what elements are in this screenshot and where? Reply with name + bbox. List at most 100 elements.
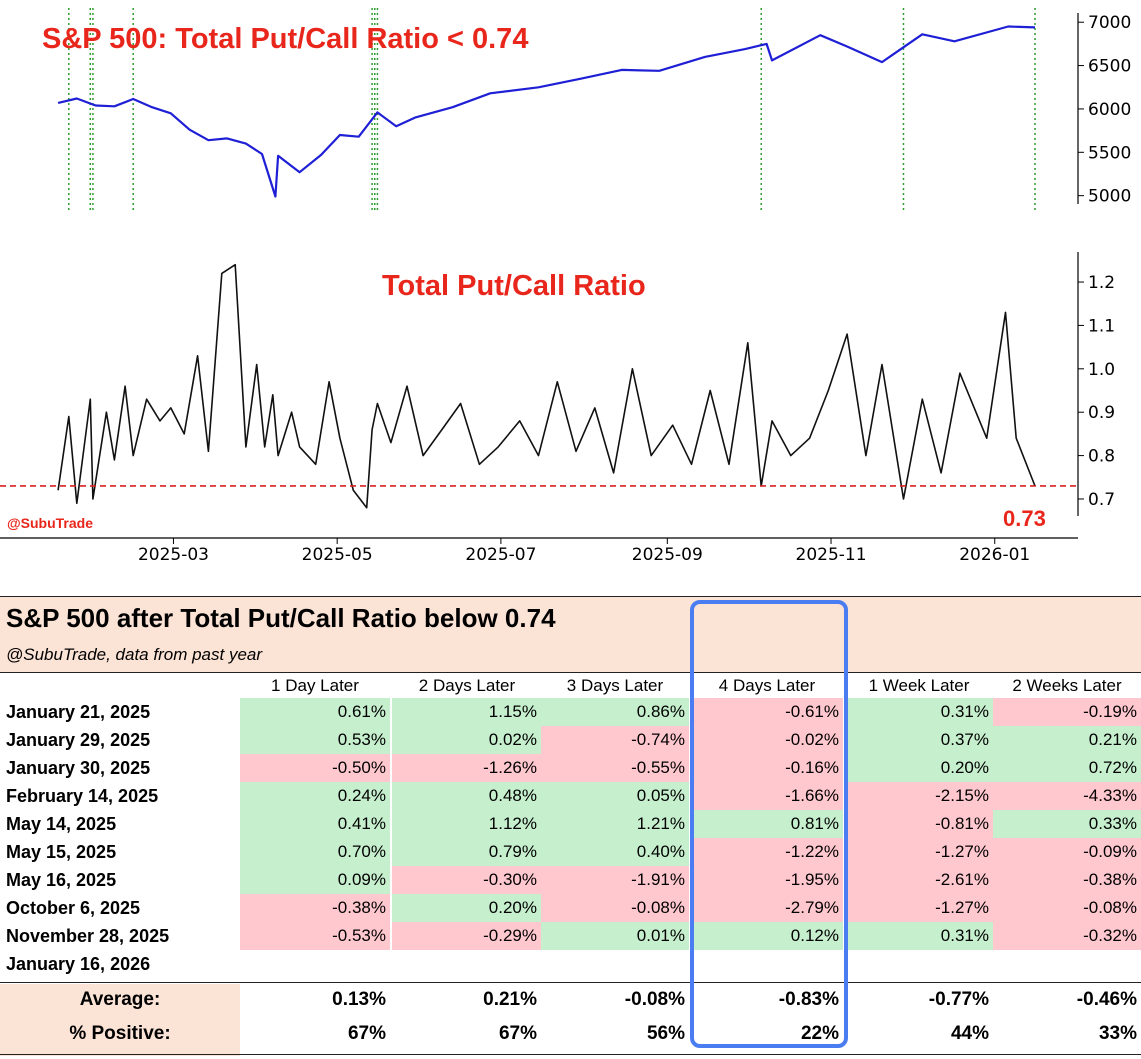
table-cell: 0.48%	[392, 782, 541, 810]
table-cell: -0.81%	[845, 810, 993, 838]
watermark: @SubuTrade	[7, 515, 93, 531]
table-cell: -0.74%	[541, 726, 689, 754]
table-cell: 1.15%	[392, 698, 541, 726]
positive-cell: 33%	[1098, 1023, 1137, 1044]
table-cell: 0.05%	[541, 782, 689, 810]
table-cell: 0.01%	[541, 922, 689, 950]
bottom-border	[0, 1054, 1141, 1055]
table-cell: -0.08%	[993, 894, 1141, 922]
average-cell: -0.08%	[624, 989, 685, 1010]
table-cell	[845, 950, 993, 978]
table-cell: 0.86%	[541, 698, 689, 726]
table-cell	[541, 950, 689, 978]
table-header: S&P 500 after Total Put/Call Ratio below…	[0, 596, 1141, 673]
table-cell: -2.79%	[691, 894, 843, 922]
table-cell: -0.19%	[993, 698, 1141, 726]
table-cell: 0.37%	[845, 726, 993, 754]
col-1-day: 1 Day Later	[271, 676, 359, 695]
y-tick-label: 6500	[1088, 57, 1131, 77]
results-table: S&P 500 after Total Put/Call Ratio below…	[0, 596, 1141, 1059]
table-cell: -0.38%	[993, 866, 1141, 894]
y-tick-label: 1.2	[1088, 273, 1115, 293]
table-cell: -0.02%	[691, 726, 843, 754]
table-cell: -0.55%	[541, 754, 689, 782]
table-cell: 1.12%	[392, 810, 541, 838]
y-tick-label: 6000	[1088, 100, 1131, 120]
table-cell: 0.72%	[993, 754, 1141, 782]
table-cell: -0.50%	[240, 754, 390, 782]
table-cell: 0.12%	[691, 922, 843, 950]
average-cell: -0.77%	[928, 989, 989, 1010]
table-title: S&P 500 after Total Put/Call Ratio below…	[6, 603, 556, 633]
x-tick-label: 2025-09	[632, 545, 703, 565]
col-4-days: 4 Days Later	[718, 676, 816, 695]
row-date: January 29, 2025	[6, 730, 151, 750]
put-call-ratio-chart: 0.7 0.8 0.9 1.0 1.1 1.2 2025-03 2025-05 2025-07 2…	[0, 252, 1115, 565]
table-cell: 0.79%	[392, 838, 541, 866]
row-date: May 15, 2025	[6, 842, 117, 862]
table-cell: -2.15%	[845, 782, 993, 810]
table-cell: 0.20%	[392, 894, 541, 922]
table-cell: -4.33%	[993, 782, 1141, 810]
x-tick-label: 2025-07	[465, 545, 536, 565]
table-cell: -1.27%	[845, 838, 993, 866]
table-cell: -1.22%	[691, 838, 843, 866]
table-cell: 0.41%	[240, 810, 390, 838]
col-1-week: 1 Week Later	[868, 676, 970, 695]
series-line	[57, 25, 1036, 198]
sp500-chart-title: S&P 500: Total Put/Call Ratio < 0.74	[42, 23, 528, 55]
positive-cell: 56%	[646, 1023, 685, 1044]
average-cell: 0.13%	[332, 989, 386, 1010]
table-cell	[993, 950, 1141, 978]
y-tick-label: 1.1	[1088, 316, 1115, 336]
x-tick-label: 2025-03	[138, 545, 209, 565]
y-tick-label: 0.9	[1088, 403, 1115, 423]
table-cell	[392, 950, 541, 978]
table-cell: 0.31%	[845, 922, 993, 950]
table-cell: 0.02%	[392, 726, 541, 754]
y-tick-label: 0.7	[1088, 490, 1115, 510]
threshold-label: 0.73	[1003, 506, 1046, 531]
col-2-weeks: 2 Weeks Later	[1012, 676, 1122, 695]
charts-figure: 5000 5500 6000 6500 7000 0.7 0.8 0.9 1.0 1.1 1.2 2…	[0, 8, 1131, 565]
table-cell: 1.21%	[541, 810, 689, 838]
table-cell: 0.81%	[691, 810, 843, 838]
table-cell: 0.09%	[240, 866, 390, 894]
table-cell: 0.61%	[240, 698, 390, 726]
table-subtitle: @SubuTrade, data from past year	[6, 645, 263, 664]
footer-divider	[0, 982, 1141, 983]
row-date: May 14, 2025	[6, 814, 117, 834]
table-cell: -0.30%	[392, 866, 541, 894]
positive-cell: 67%	[498, 1023, 537, 1044]
positive-cell: 22%	[800, 1023, 839, 1044]
row-date: January 30, 2025	[6, 758, 151, 778]
row-date: October 6, 2025	[6, 898, 141, 918]
table-cell: -0.08%	[541, 894, 689, 922]
row-date: January 16, 2026	[6, 954, 151, 974]
table-cell: 0.24%	[240, 782, 390, 810]
table-cell: -0.09%	[993, 838, 1141, 866]
positive-label: % Positive:	[69, 1023, 171, 1044]
y-tick-label: 5500	[1088, 143, 1131, 163]
row-date: January 21, 2025	[6, 702, 151, 722]
table-cell: -0.53%	[240, 922, 390, 950]
positive-cell: 44%	[950, 1023, 989, 1044]
table-cell: -0.61%	[691, 698, 843, 726]
pcr-chart-title: Total Put/Call Ratio	[382, 270, 646, 302]
row-date: May 16, 2025	[6, 870, 117, 890]
table-cell: 0.40%	[541, 838, 689, 866]
table-cell: -2.61%	[845, 866, 993, 894]
x-tick-label: 2025-05	[302, 545, 373, 565]
col-2-days: 2 Days Later	[418, 676, 516, 695]
x-tick-label: 2025-11	[796, 545, 867, 565]
table-cell: -0.32%	[993, 922, 1141, 950]
table-cell: -1.26%	[392, 754, 541, 782]
row-date: November 28, 2025	[6, 926, 170, 946]
table-cell: 0.21%	[993, 726, 1141, 754]
table-cell: -1.91%	[541, 866, 689, 894]
table-cell: 0.20%	[845, 754, 993, 782]
table-cell: 0.31%	[845, 698, 993, 726]
y-tick-label: 1.0	[1088, 360, 1115, 380]
table-cell: 0.70%	[240, 838, 390, 866]
y-tick-label: 7000	[1088, 13, 1131, 33]
